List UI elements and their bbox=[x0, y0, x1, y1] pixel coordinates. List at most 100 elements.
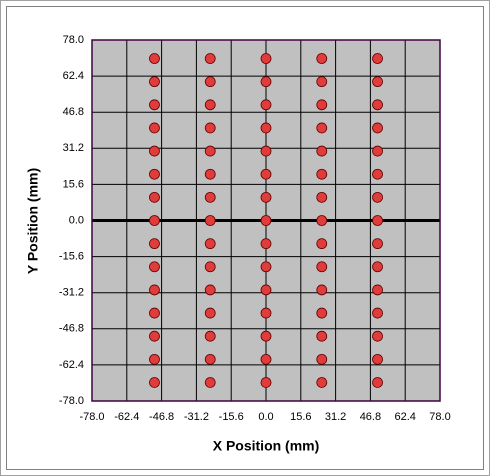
point bbox=[149, 191, 160, 203]
point bbox=[149, 53, 160, 64]
point bbox=[204, 191, 216, 203]
x-tick-label: 46.8 bbox=[360, 411, 381, 423]
point bbox=[316, 99, 328, 111]
y-tick-label: -15.6 bbox=[59, 251, 84, 263]
y-tick-label: 46.8 bbox=[63, 106, 84, 118]
point bbox=[204, 377, 216, 388]
y-tick-label: 15.6 bbox=[63, 178, 84, 190]
y-axis-title: Y Position (mm) bbox=[25, 168, 41, 274]
point bbox=[316, 261, 328, 273]
point bbox=[204, 53, 216, 64]
point bbox=[204, 76, 216, 88]
point bbox=[204, 330, 216, 342]
point bbox=[149, 76, 160, 88]
point bbox=[316, 215, 328, 226]
point bbox=[372, 191, 383, 203]
point bbox=[316, 330, 328, 342]
point bbox=[316, 353, 328, 365]
point bbox=[372, 284, 383, 296]
point bbox=[316, 168, 328, 180]
point bbox=[372, 145, 383, 157]
point bbox=[149, 284, 160, 296]
y-tick-label: -31.2 bbox=[59, 287, 84, 299]
x-tick-label: 78.0 bbox=[429, 411, 450, 423]
x-tick-label: -62.4 bbox=[114, 411, 139, 423]
y-tick-label: 0.0 bbox=[69, 214, 84, 226]
point bbox=[372, 122, 383, 134]
point bbox=[316, 76, 328, 88]
x-tick-label: -46.8 bbox=[149, 411, 174, 423]
point bbox=[372, 76, 383, 88]
point bbox=[260, 53, 272, 64]
point bbox=[260, 215, 272, 226]
y-tick-label: -46.8 bbox=[59, 323, 84, 335]
point bbox=[372, 377, 383, 388]
point bbox=[149, 238, 160, 250]
point bbox=[204, 307, 216, 319]
point bbox=[316, 284, 328, 296]
point bbox=[260, 353, 272, 365]
point bbox=[316, 238, 328, 250]
point bbox=[372, 99, 383, 111]
x-tick-label: -15.6 bbox=[219, 411, 244, 423]
x-tick-label: 15.6 bbox=[290, 411, 311, 423]
point bbox=[149, 353, 160, 365]
point bbox=[260, 122, 272, 134]
point bbox=[204, 261, 216, 273]
point bbox=[260, 238, 272, 250]
point bbox=[316, 307, 328, 319]
x-tick-label: 31.2 bbox=[325, 411, 346, 423]
point bbox=[260, 99, 272, 111]
point bbox=[204, 284, 216, 296]
point bbox=[372, 238, 383, 250]
point bbox=[204, 215, 216, 226]
point bbox=[260, 261, 272, 273]
point bbox=[260, 168, 272, 180]
x-tick-label: -78.0 bbox=[79, 411, 104, 423]
point bbox=[372, 307, 383, 319]
x-axis-title: X Position (mm) bbox=[213, 438, 320, 454]
point bbox=[204, 353, 216, 365]
x-tick-label: 62.4 bbox=[394, 411, 415, 423]
x-tick-label: -31.2 bbox=[184, 411, 209, 423]
point bbox=[316, 145, 328, 157]
point bbox=[372, 261, 383, 273]
y-tick-label: 31.2 bbox=[63, 142, 84, 154]
point bbox=[204, 99, 216, 111]
x-tick-label: 0.0 bbox=[258, 411, 273, 423]
point bbox=[149, 145, 160, 157]
point bbox=[316, 377, 328, 388]
point bbox=[149, 168, 160, 180]
y-tick-label: -62.4 bbox=[59, 359, 84, 371]
point bbox=[260, 307, 272, 319]
point bbox=[149, 330, 160, 342]
plot-border bbox=[91, 39, 441, 402]
point bbox=[260, 145, 272, 157]
point bbox=[204, 238, 216, 250]
point bbox=[372, 330, 383, 342]
point bbox=[204, 145, 216, 157]
point bbox=[316, 191, 328, 203]
point bbox=[260, 284, 272, 296]
point bbox=[260, 377, 272, 388]
point bbox=[372, 353, 383, 365]
point bbox=[149, 261, 160, 273]
point bbox=[149, 122, 160, 134]
point bbox=[149, 307, 160, 319]
y-tick-label: 62.4 bbox=[63, 70, 84, 82]
point bbox=[149, 99, 160, 111]
point bbox=[204, 168, 216, 180]
y-tick-label: 78.0 bbox=[63, 34, 84, 46]
point bbox=[204, 122, 216, 134]
point bbox=[372, 215, 383, 226]
point bbox=[260, 330, 272, 342]
point bbox=[316, 122, 328, 134]
y-tick-label: -78.0 bbox=[59, 395, 84, 407]
point bbox=[372, 53, 383, 64]
point bbox=[316, 53, 328, 64]
point bbox=[372, 168, 383, 180]
point bbox=[260, 191, 272, 203]
point bbox=[260, 76, 272, 88]
point bbox=[149, 215, 160, 226]
